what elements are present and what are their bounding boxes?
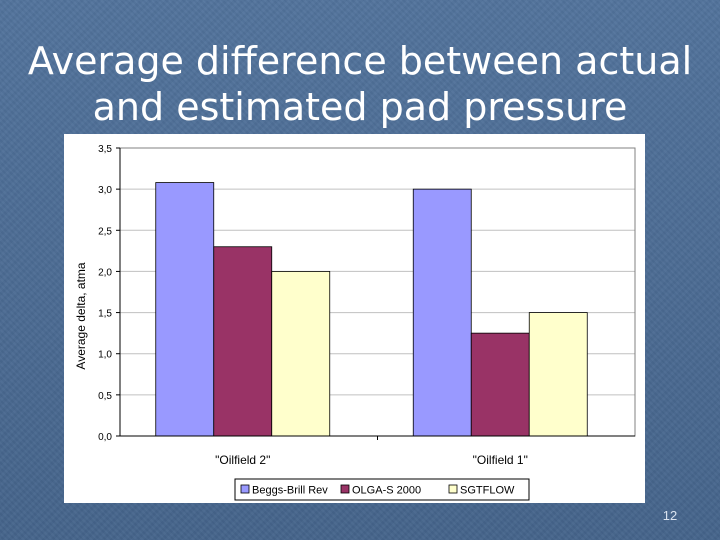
legend-swatch — [448, 484, 458, 494]
bar-olga-s-2000-0 — [213, 246, 273, 437]
y-tick-label: 3,5 — [98, 144, 112, 155]
page-number: 12 — [662, 508, 678, 523]
axes — [116, 147, 636, 440]
bar-chart: 0,0 0,5 1,0 1,5 2,0 2,5 3,0 3,5 "Oilfield 2" "Oil… — [74, 144, 636, 501]
bar-sgtflow-1 — [528, 312, 588, 437]
bar-olga-s-2000-1 — [470, 332, 530, 437]
legend-box — [234, 478, 530, 501]
legend-entry: SGTFLOW — [460, 485, 515, 497]
y-tick-label: 2,0 — [98, 267, 112, 278]
labels: 0,0 0,5 1,0 1,5 2,0 2,5 3,0 3,5 "Oilfield 2" "Oil… — [74, 144, 528, 467]
bar-sgtflow-0 — [271, 271, 331, 437]
y-tick-label: 1,5 — [98, 309, 112, 320]
y-tick-label: 0,5 — [98, 391, 112, 402]
y-axis-title: Average delta, atma — [74, 262, 88, 370]
legend-swatch — [340, 484, 350, 494]
legend: Beggs-Brill Rev OLGA-S 2000 SGTFLOW — [234, 478, 530, 501]
x-category-label: "Oilfield 1" — [473, 453, 528, 467]
y-tick-label: 2,5 — [98, 226, 112, 237]
legend-swatch — [240, 484, 250, 494]
y-tick-label: 1,0 — [98, 350, 112, 361]
bar-beggs-brill-rev-0 — [155, 182, 215, 437]
bar-beggs-brill-rev-1 — [412, 188, 472, 437]
chart-panel: 0,0 0,5 1,0 1,5 2,0 2,5 3,0 3,5 "Oilfield 2" "Oil… — [64, 134, 645, 503]
bars — [155, 182, 588, 437]
legend-entry: Beggs-Brill Rev — [252, 485, 328, 497]
slide-title: Average difference between actual and es… — [0, 38, 720, 130]
y-tick-label: 0,0 — [98, 432, 112, 443]
slide-title-line-1: Average difference between actual — [27, 39, 693, 83]
y-tick-label: 3,0 — [98, 185, 112, 196]
slide-title-line-2: and estimated pad pressure — [92, 85, 628, 129]
x-category-label: "Oilfield 2" — [215, 453, 270, 467]
legend-entry: OLGA-S 2000 — [352, 485, 421, 497]
